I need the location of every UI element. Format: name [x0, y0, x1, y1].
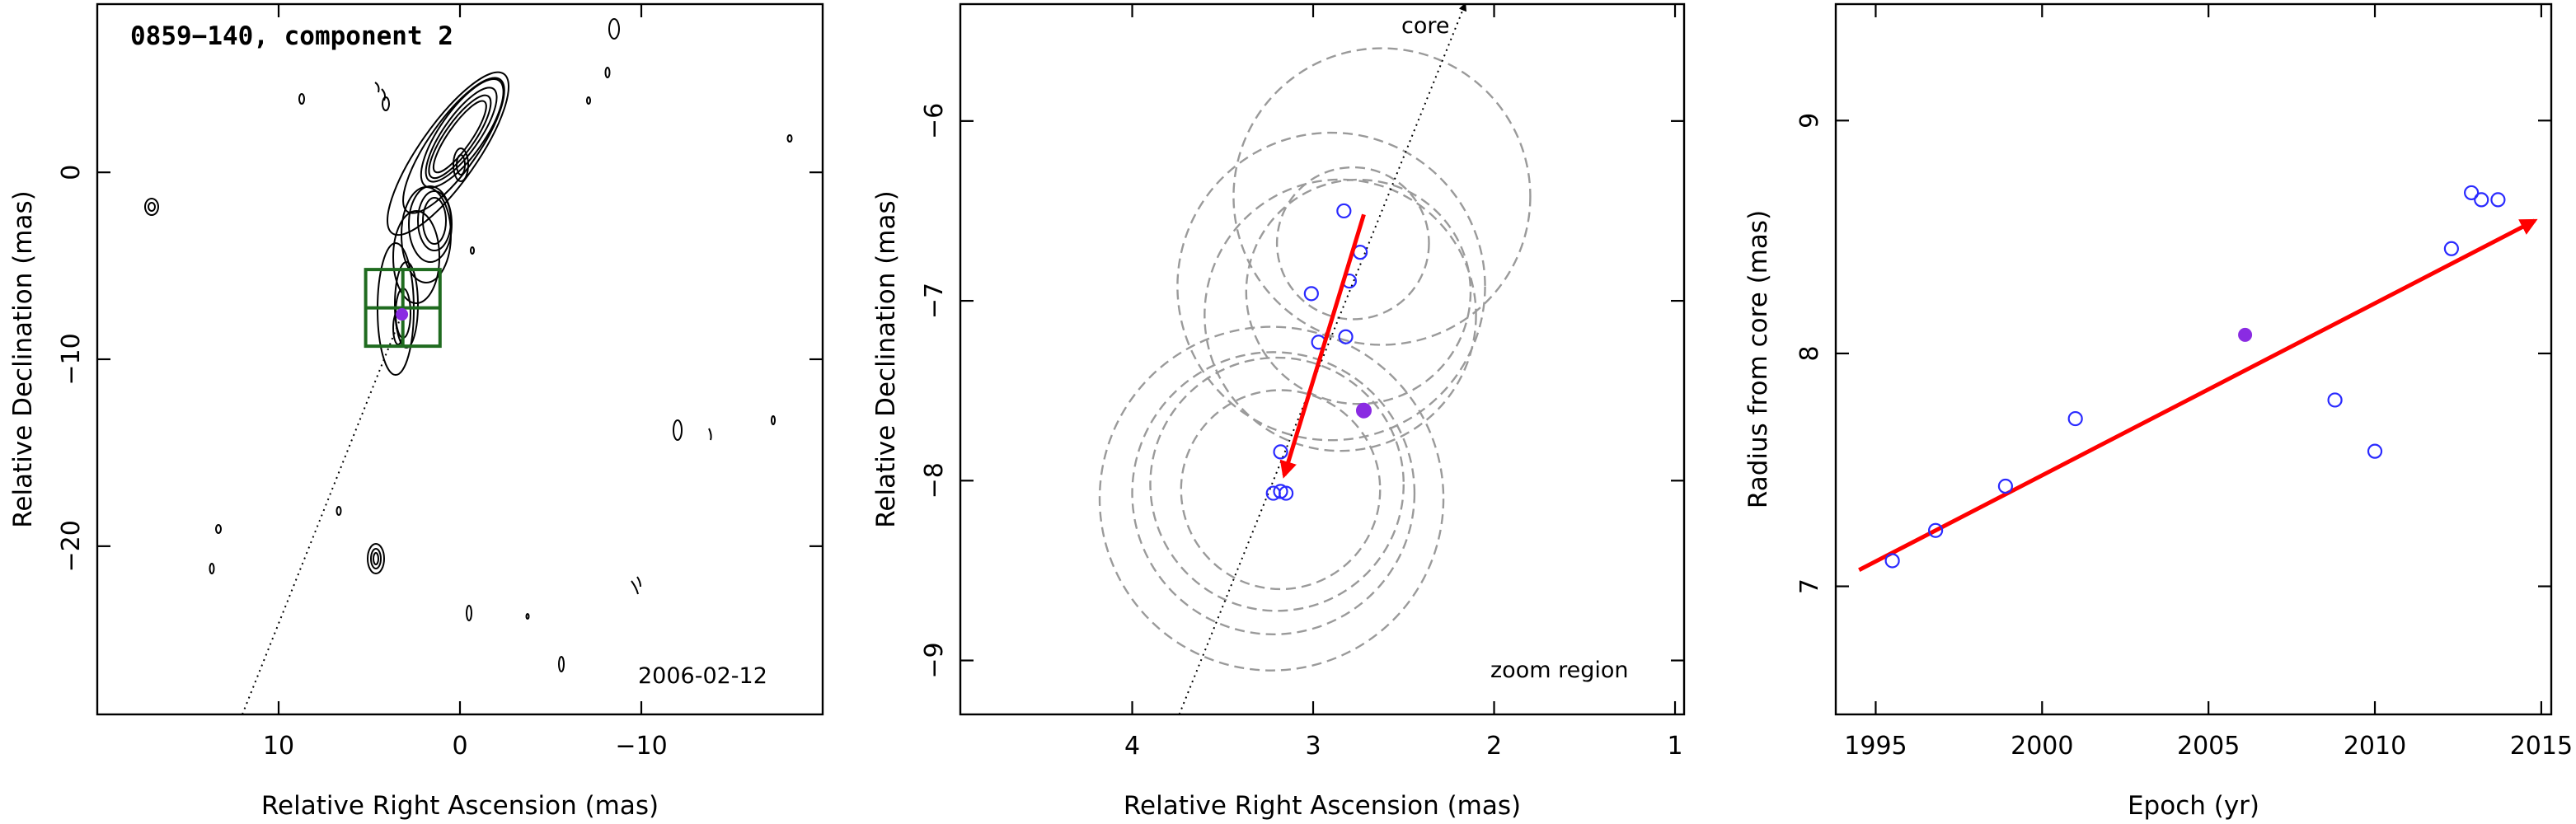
panel-2-frame: [959, 2, 1686, 716]
uncertainty-circle: [1232, 47, 1532, 346]
panel-2-ylabel: Relative Declination (mas): [871, 190, 901, 528]
panel-3-xtick-label: 2000: [2011, 732, 2073, 761]
radius-point: [1884, 553, 1900, 569]
contour-map: [144, 18, 793, 672]
panel-1-ytick-label: −20: [57, 520, 86, 572]
highlight-point: [2238, 327, 2253, 342]
uncertainty-circle: [1149, 356, 1405, 612]
radius-point: [2490, 192, 2506, 208]
panel-3-ylabel: Radius from core (mas): [1743, 210, 1773, 508]
panel-3-xtick-label: 2015: [2510, 732, 2573, 761]
position-point: [1336, 203, 1352, 219]
panel-3-plot-area: [1858, 185, 2538, 572]
panel-3-ytick-label: 9: [1795, 113, 1824, 129]
position-point: [1303, 286, 1319, 302]
radius-point: [2443, 241, 2459, 256]
panel-2-ytick-label: −8: [920, 462, 949, 499]
panel-2-xlabel: Relative Right Ascension (mas): [1124, 791, 1521, 821]
core-label: core: [1401, 13, 1449, 39]
radius-point: [2367, 443, 2383, 459]
panel-1-xtick-label: 0: [452, 732, 467, 761]
radius-point: [2464, 185, 2480, 201]
panel-1-ytick-label: −10: [57, 333, 86, 385]
panel-2-xtick-label: 3: [1305, 732, 1321, 761]
uncertainty-circle: [1275, 166, 1430, 321]
panel-1-ticks: 10 0 −10 0 −10 −20: [57, 4, 823, 761]
uncertainty-circle: [1098, 325, 1445, 672]
panel-2-ytick-label: −7: [920, 283, 949, 319]
panel-1-xtick-label: 10: [263, 732, 294, 761]
panel-2-ticks: 4 3 2 1 −6 −7 −8 −9: [920, 4, 1684, 761]
panel-1-ylabel: Relative Declination (mas): [8, 190, 38, 528]
position-point: [1338, 329, 1354, 344]
panel-3-xtick-label: 2005: [2177, 732, 2240, 761]
panel-3-ytick-label: 7: [1795, 578, 1824, 594]
motion-vector-arrow: [1279, 213, 1366, 479]
radius-point: [2474, 192, 2489, 208]
panel-1-xlabel: Relative Right Ascension (mas): [261, 791, 659, 821]
uncertainty-circle: [1180, 389, 1382, 591]
uncertainty-circle: [1131, 351, 1416, 635]
radius-point: [1997, 478, 2013, 494]
panel-3-ytick-label: 8: [1795, 345, 1824, 361]
panel-2-xtick-label: 4: [1124, 732, 1140, 761]
panel-3-xlabel: Epoch (yr): [2128, 791, 2259, 821]
panel-2-plot-area: [1098, 4, 1532, 714]
panel-3-frame: [1834, 2, 2553, 716]
panel-2-ytick-label: −6: [920, 103, 949, 139]
panel-1-contour-map: 10 0 −10 0 −10 −20: [8, 2, 824, 821]
panel-2-xtick-label: 1: [1667, 732, 1682, 761]
radius-point: [1928, 522, 1944, 538]
epoch-label: 2006-02-12: [638, 663, 767, 689]
uncertainty-circle: [1176, 131, 1486, 442]
position-points: [1265, 203, 1368, 501]
position-point: [1273, 444, 1288, 460]
panel-3-radius-vs-epoch: 1995 2000 2005 2010 2015 7 8 9 Epoch (yr) Radiu…: [1743, 2, 2573, 821]
panel-3-xtick-label: 1995: [1844, 732, 1907, 761]
panel-2-zoom-region: 4 3 2 1 −6 −7 −8 −9 core zoom region Relative R…: [871, 2, 1686, 821]
panel-1-plot-area: [144, 18, 793, 714]
uncertainty-circle: [1245, 178, 1472, 405]
core-direction-arrow: [1178, 4, 1467, 714]
radius-point: [2067, 410, 2083, 427]
panel-1-frame: [96, 2, 824, 716]
panel-1-xtick-label: −10: [615, 732, 667, 761]
panel-3-ticks: 1995 2000 2005 2010 2015 7 8 9: [1795, 4, 2573, 761]
panel-1-ytick-label: 0: [57, 165, 86, 180]
component-marker: [396, 308, 409, 321]
radius-points: [1884, 185, 2506, 569]
panel-2-xtick-label: 2: [1486, 732, 1502, 761]
radius-point: [2327, 392, 2343, 408]
core-direction-line: [242, 314, 403, 714]
uncertainty-circle: [1204, 178, 1477, 452]
zoom-region-label: zoom region: [1490, 658, 1628, 683]
highlight-point: [1355, 402, 1372, 419]
uncertainty-circles: [1098, 47, 1532, 672]
trend-arrow: [1858, 218, 2538, 572]
position-point: [1278, 485, 1294, 501]
panel-1-title: 0859−140, component 2: [130, 21, 453, 51]
panel-2-ytick-label: −9: [920, 642, 949, 678]
zoom-region-box: [364, 268, 442, 349]
panel-3-xtick-label: 2010: [2344, 732, 2406, 761]
